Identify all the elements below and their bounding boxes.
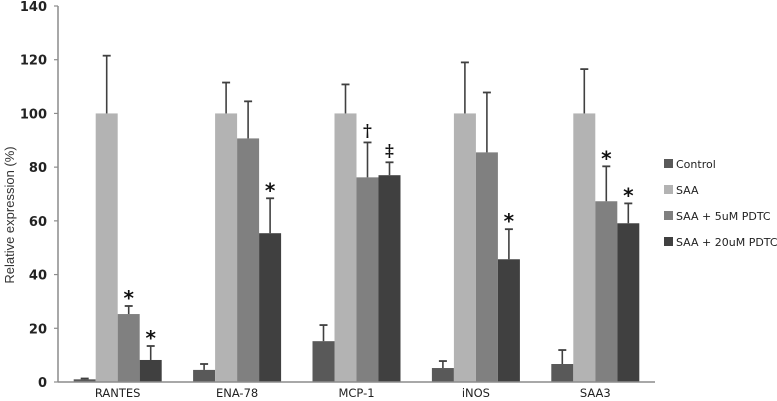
significance-asterisk: * bbox=[601, 146, 612, 170]
legend-label: SAA + 20uM PDTC bbox=[676, 236, 777, 249]
x-category-label: ENA-78 bbox=[216, 386, 258, 400]
legend-label: SAA + 5uM PDTC bbox=[676, 210, 771, 223]
bar bbox=[73, 379, 96, 382]
bar bbox=[475, 152, 498, 382]
y-tick-label: 100 bbox=[20, 107, 47, 122]
legend-swatch bbox=[664, 211, 673, 220]
significance-dagger: † bbox=[363, 121, 372, 141]
legend-swatch bbox=[664, 185, 673, 194]
bar bbox=[356, 177, 379, 382]
y-tick-label: 80 bbox=[29, 161, 47, 176]
y-axis: 0 20 40 60 80 100 120 140 bbox=[20, 0, 59, 391]
x-category-label: iNOS bbox=[462, 386, 490, 400]
bar bbox=[334, 113, 357, 382]
bar bbox=[617, 223, 640, 382]
bar bbox=[215, 113, 238, 382]
bar bbox=[237, 138, 260, 382]
legend-item: Control bbox=[664, 158, 716, 171]
significance-asterisk: * bbox=[145, 326, 156, 350]
bar bbox=[378, 175, 401, 382]
bar-group-mcp-1: †‡ bbox=[312, 83, 401, 382]
y-tick-label: 140 bbox=[20, 0, 47, 15]
significance-asterisk: * bbox=[123, 286, 134, 310]
y-tick-label: 60 bbox=[29, 215, 47, 230]
bar-group-inos: * bbox=[431, 61, 520, 382]
bar bbox=[573, 113, 596, 382]
y-axis-label: Relative expression (%) bbox=[2, 146, 17, 283]
bar bbox=[453, 113, 476, 382]
bar bbox=[259, 233, 282, 382]
legend-item: SAA bbox=[664, 184, 699, 197]
bar bbox=[431, 368, 454, 382]
legend-label: Control bbox=[676, 158, 716, 171]
y-tick-label: 20 bbox=[29, 322, 47, 337]
x-category-label: SAA3 bbox=[580, 386, 611, 400]
x-category-label: RANTES bbox=[95, 386, 141, 400]
y-axis-title: Relative expression (%) bbox=[2, 146, 17, 283]
legend-swatch bbox=[664, 159, 673, 168]
bar-groups: ***†‡*** bbox=[73, 54, 640, 382]
x-axis: RANTES ENA-78 MCP-1 iNOS SAA3 bbox=[58, 381, 655, 400]
bar bbox=[312, 341, 335, 382]
y-tick-label: 40 bbox=[29, 269, 47, 284]
x-category-label: MCP-1 bbox=[338, 386, 374, 400]
significance-asterisk: * bbox=[623, 183, 634, 207]
y-tick-label: 120 bbox=[20, 54, 47, 69]
legend-label: SAA bbox=[676, 184, 699, 197]
legend-item: SAA + 20uM PDTC bbox=[664, 236, 777, 249]
legend-item: SAA + 5uM PDTC bbox=[664, 210, 771, 223]
significance-double-dagger: ‡ bbox=[385, 141, 394, 161]
bar-group-ena-78: * bbox=[193, 81, 282, 382]
legend-swatch bbox=[664, 237, 673, 246]
significance-asterisk: * bbox=[504, 209, 515, 233]
bar bbox=[193, 369, 216, 382]
bar-group-saa3: ** bbox=[551, 68, 640, 382]
bar bbox=[497, 259, 520, 382]
y-tick-label: 0 bbox=[38, 376, 47, 391]
significance-asterisk: * bbox=[265, 178, 276, 202]
legend: Control SAA SAA + 5uM PDTC SAA + 20uM PDTC bbox=[664, 158, 777, 249]
bar bbox=[117, 314, 140, 382]
bar bbox=[551, 364, 574, 382]
bar bbox=[595, 201, 618, 382]
bar bbox=[95, 113, 118, 382]
bar bbox=[139, 359, 162, 382]
bar-group-rantes: ** bbox=[73, 54, 162, 382]
